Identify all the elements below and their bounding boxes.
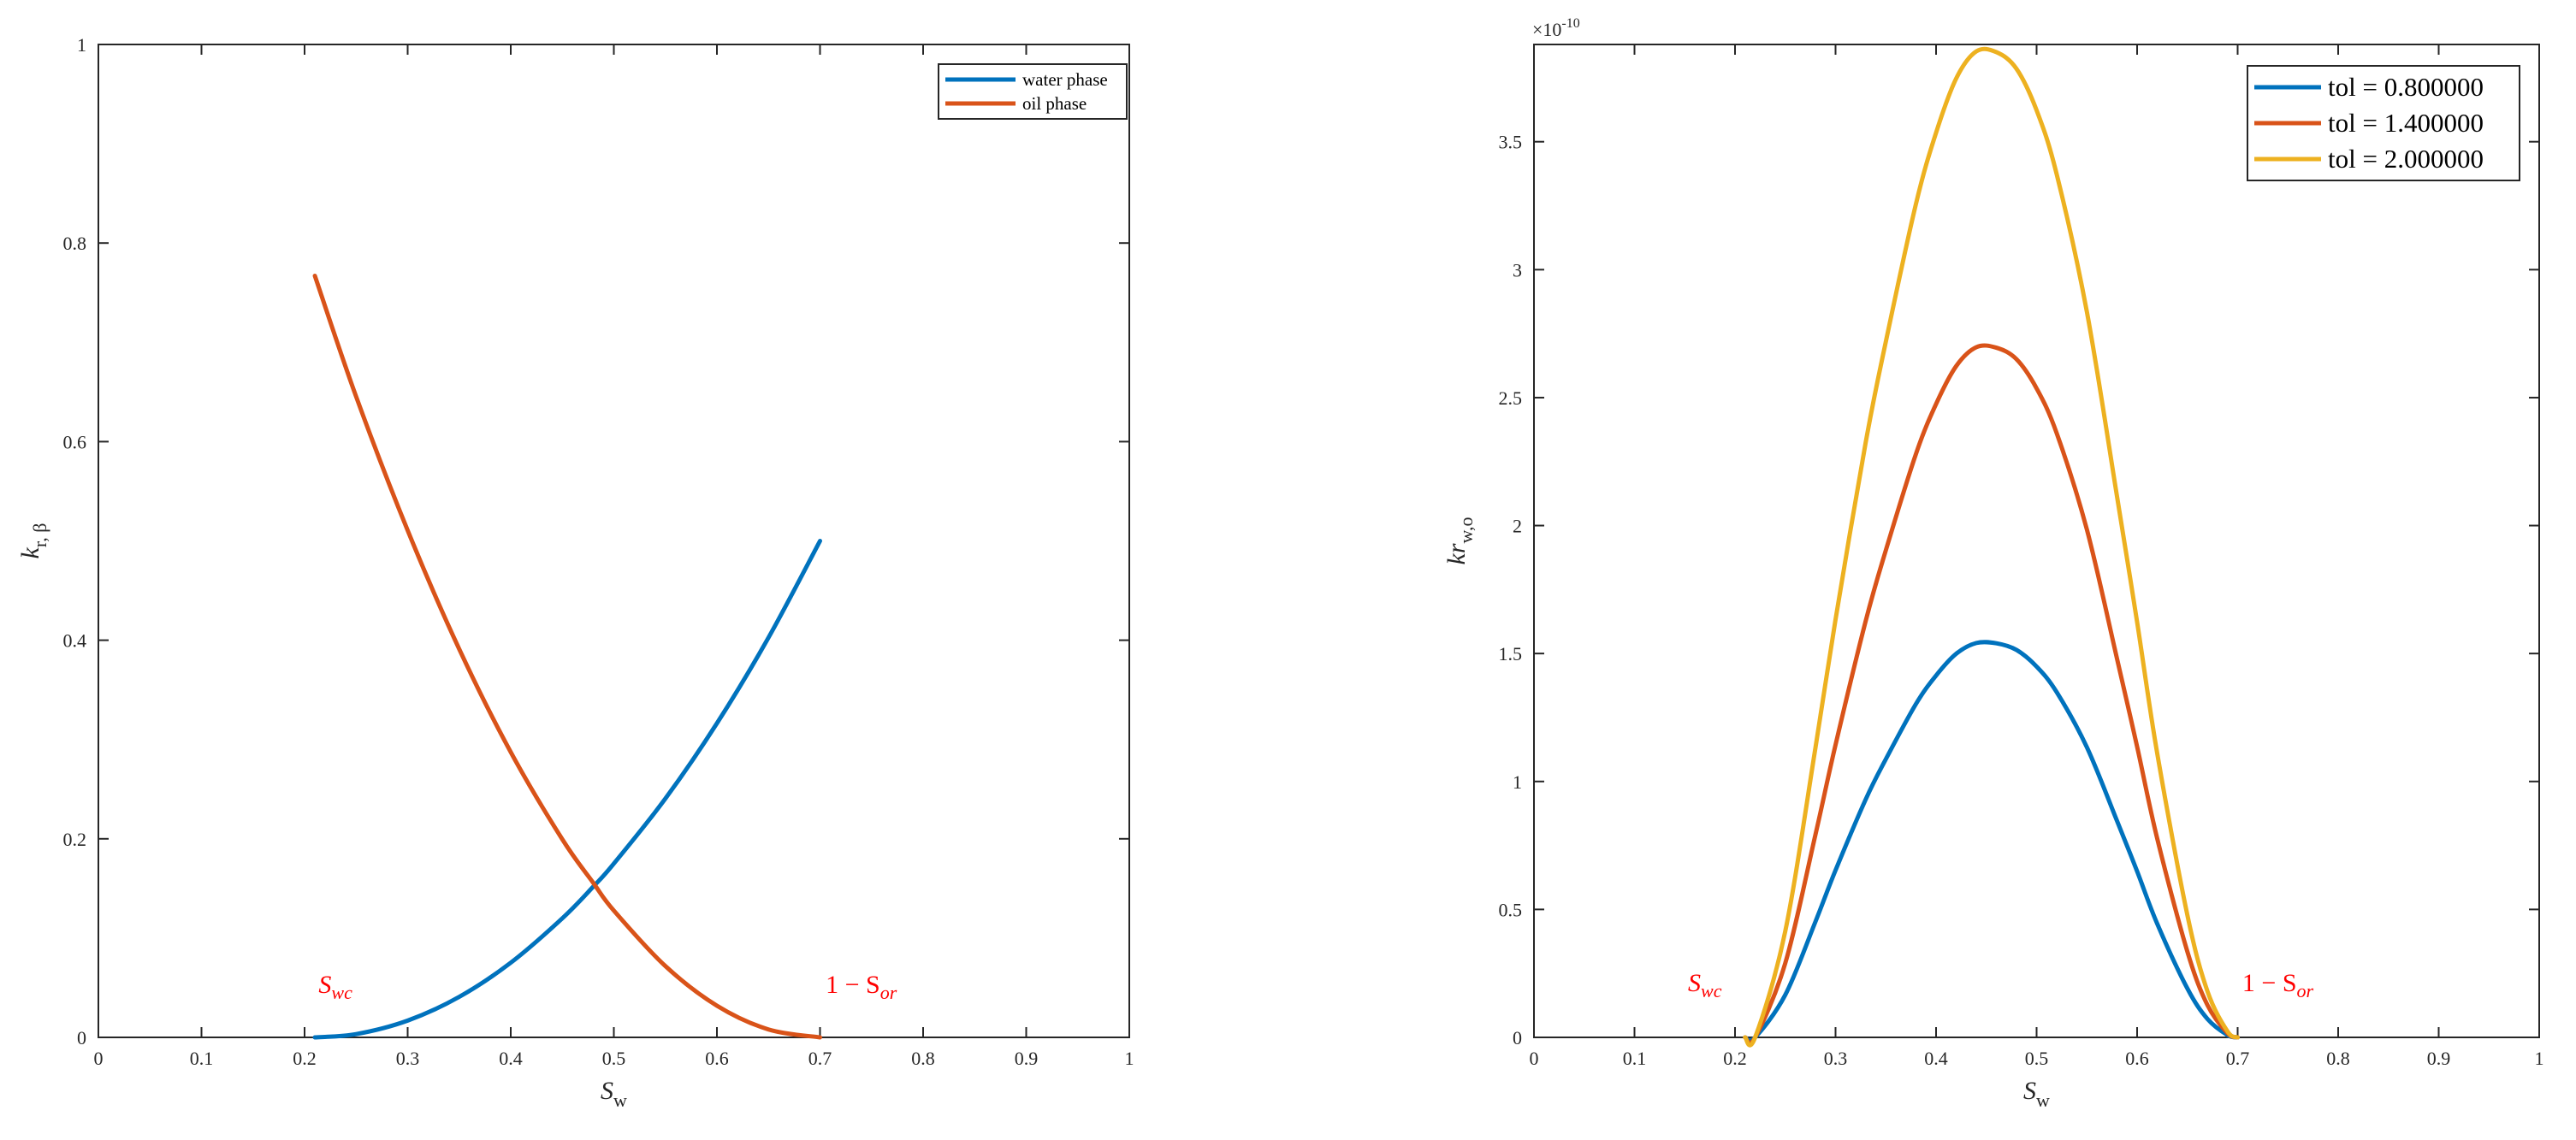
x-tick-label: 0.4: [499, 1048, 523, 1069]
x-tick-label: 0.7: [808, 1048, 832, 1069]
x-tick-label: 0.1: [1623, 1048, 1647, 1069]
legend-box: [2247, 65, 2520, 181]
y-axis-label-right: krw,o: [1442, 517, 1477, 565]
x-tick-label: 0.9: [2427, 1048, 2451, 1069]
y-tick-label: 1: [1513, 771, 1522, 793]
legend-label: oil phase: [1022, 93, 1087, 114]
legend-right: tol = 0.800000 tol = 1.400000 tol = 2.0000…: [2247, 65, 2520, 181]
x-tick-label: 0.3: [1824, 1048, 1848, 1069]
x-tick-label: 1: [1125, 1048, 1134, 1069]
annotation-swc: Swc: [318, 971, 352, 1003]
annotation-one-minus-sor: 1 − Sor: [2242, 969, 2314, 1001]
annotation-one-minus-sor: 1 − Sor: [826, 971, 897, 1003]
series-line-2: [1743, 343, 2240, 1045]
y-tick-label: 3.5: [1499, 132, 1523, 153]
y-tick-label: 3: [1513, 259, 1522, 281]
y-tick-label: 1.5: [1499, 643, 1523, 665]
legend-label: tol = 0.800000: [2328, 72, 2484, 102]
x-tick-label: 0.8: [911, 1048, 935, 1069]
x-tick-label: 0.7: [2226, 1048, 2250, 1069]
x-tick-label: 0: [1530, 1048, 1539, 1069]
y-tick-label: 0.2: [63, 829, 87, 850]
y-tick-label: 0.8: [63, 233, 87, 254]
legend-label: water phase: [1022, 69, 1108, 90]
x-tick-label: 0.5: [602, 1048, 626, 1069]
x-tick-label: 0.6: [705, 1048, 729, 1069]
y-tick-label: 2.5: [1499, 387, 1523, 409]
x-tick-label: 0: [94, 1048, 104, 1069]
series-line-1: [1743, 640, 2240, 1043]
x-tick-label: 0.3: [396, 1048, 420, 1069]
y-tick-label: 0.4: [63, 630, 87, 652]
x-tick-label: 1: [2535, 1048, 2544, 1069]
legend-box: [938, 63, 1128, 120]
x-tick-label: 0.8: [2326, 1048, 2350, 1069]
relperm-chart-left: 0 0.1 0.2 0.3 0.4 0.5 0.6 0.7 0.8 0.9 1 0 0.2 0.4 0.6…: [16, 34, 1134, 1111]
y-axis-left: 0 0.2 0.4 0.6 0.8 1: [63, 34, 1129, 1048]
y-exponent-label: ×10-10: [1532, 16, 1580, 40]
y-axis-right: 0 0.5 1 1.5 2 2.5 3 3.5: [1499, 132, 2539, 1048]
x-axis-label-left: Sw: [601, 1077, 627, 1111]
relperm-chart-right: 0 0.1 0.2 0.3 0.4 0.5 0.6 0.7 0.8 0.9 1 0 0.5 1 1.5 2 2…: [1442, 16, 2544, 1111]
x-tick-label: 0.4: [1924, 1048, 1948, 1069]
legend-left: water phase oil phase: [938, 63, 1128, 120]
legend-label: tol = 2.000000: [2328, 144, 2484, 174]
legend-label: tol = 1.400000: [2328, 108, 2484, 138]
y-tick-label: 0.5: [1499, 899, 1523, 920]
plot-area-left: [98, 44, 1130, 1038]
series-line-3: [1743, 46, 2240, 1048]
x-tick-label: 0.2: [1723, 1048, 1747, 1069]
series-lines-right: [1743, 46, 2240, 1048]
y-tick-label: 0: [1513, 1027, 1522, 1048]
y-tick-label: 1: [77, 34, 86, 56]
x-tick-label: 0.5: [2025, 1048, 2049, 1069]
series-line-2: [312, 274, 822, 1040]
x-tick-label: 0.2: [293, 1048, 317, 1069]
x-tick-label: 0.6: [2125, 1048, 2149, 1069]
series-line-1: [312, 539, 822, 1040]
x-tick-label: 0.9: [1015, 1048, 1039, 1069]
x-axis-left: 0 0.1 0.2 0.3 0.4 0.5 0.6 0.7 0.8 0.9 1: [94, 44, 1134, 1069]
x-axis-label-right: Sw: [2023, 1077, 2050, 1111]
annotation-swc: Swc: [1688, 969, 1722, 1001]
y-tick-label: 2: [1513, 516, 1522, 537]
y-tick-label: 0.6: [63, 431, 87, 452]
x-tick-label: 0.1: [190, 1048, 214, 1069]
plot-area-right: [1533, 44, 2540, 1038]
y-tick-label: 0: [77, 1027, 86, 1048]
y-axis-label-left: kr, β: [16, 523, 50, 559]
series-lines-left: [312, 274, 822, 1040]
annotations-right: Swc 1 − Sor: [1688, 969, 2314, 1001]
annotations-left: Swc 1 − Sor: [318, 971, 897, 1003]
x-axis-right: 0 0.1 0.2 0.3 0.4 0.5 0.6 0.7 0.8 0.9 1: [1530, 44, 2544, 1069]
